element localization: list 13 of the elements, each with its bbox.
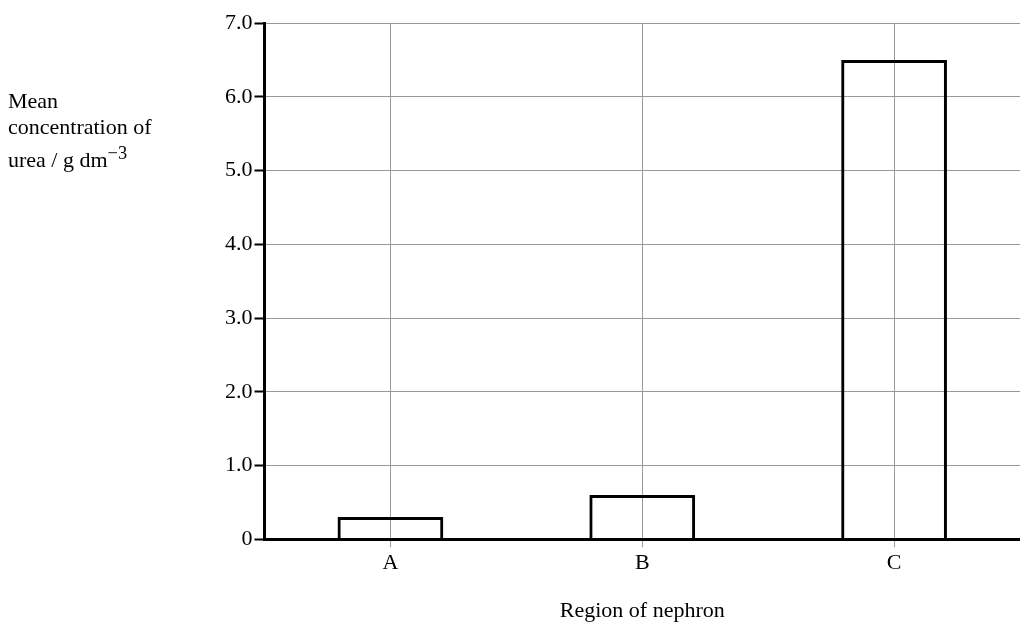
y-tick-label: 0: [241, 524, 253, 550]
y-tick-label: 6.0: [225, 82, 253, 108]
y-tick-label: 1.0: [225, 451, 253, 477]
y-tick-label: 7.0: [225, 8, 253, 34]
y-tick-label: 2.0: [225, 377, 253, 403]
x-tick-label: A: [382, 549, 399, 575]
y-tick-label: 5.0: [225, 156, 253, 182]
x-tick-label: B: [634, 549, 650, 575]
x-axis-title: Region of nephron: [559, 596, 725, 622]
y-axis-title: Mean concentration of urea / g dm$^{−3}$: [8, 88, 153, 174]
y-tick-label: 4.0: [225, 230, 253, 256]
x-tick-label: C: [886, 549, 902, 575]
y-tick-label: 3.0: [225, 303, 253, 329]
